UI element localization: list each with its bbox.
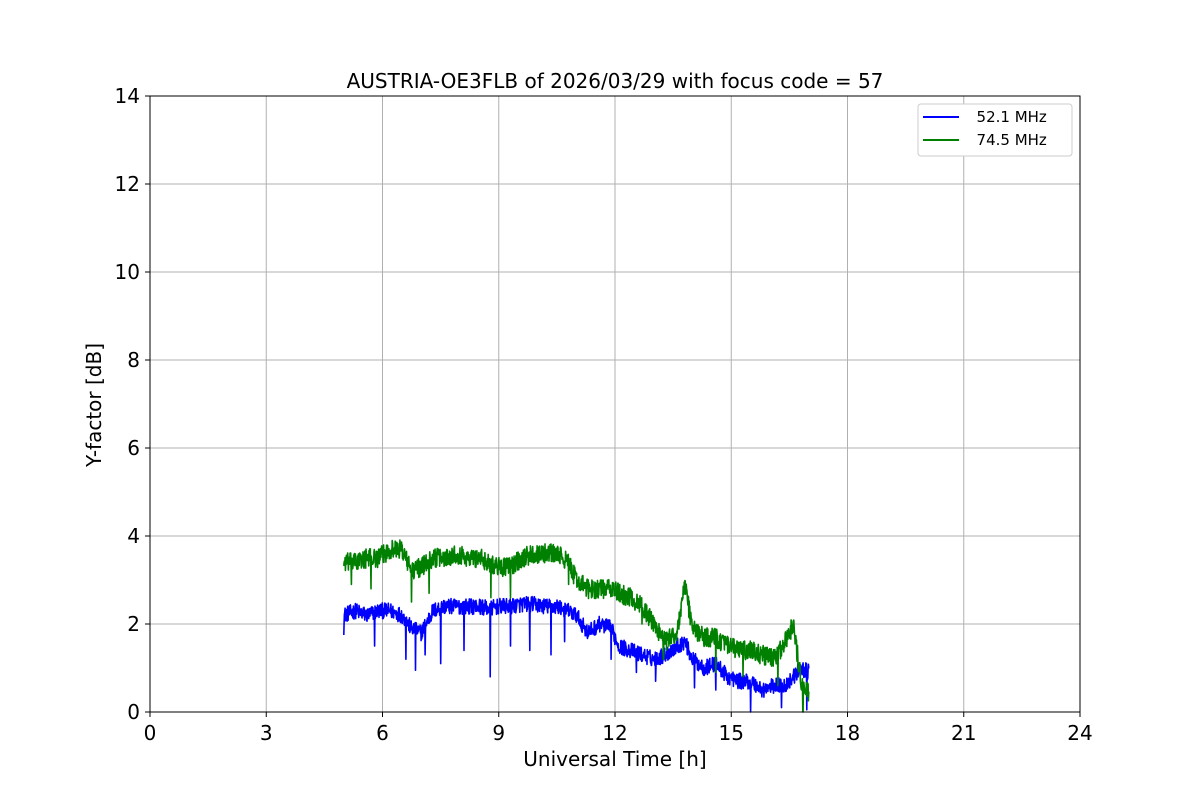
y-tick-label: 6 (127, 436, 140, 460)
x-tick-label: 3 (260, 721, 273, 745)
x-tick-label: 0 (144, 721, 157, 745)
y-tick-label: 10 (115, 260, 140, 284)
x-tick-label: 18 (835, 721, 860, 745)
y-tick-label: 0 (127, 700, 140, 724)
x-tick-label: 24 (1067, 721, 1092, 745)
y-tick-label: 12 (115, 172, 140, 196)
x-axis-label: Universal Time [h] (523, 747, 706, 771)
chart-title: AUSTRIA-OE3FLB of 2026/03/29 with focus … (347, 69, 884, 93)
y-axis-label: Y-factor [dB] (82, 343, 106, 468)
legend-label-74mhz: 74.5 MHz (967, 131, 1047, 149)
series-line-74mhz (343, 539, 810, 713)
legend-label-52mhz: 52.1 MHz (967, 108, 1047, 126)
x-tick-label: 21 (951, 721, 976, 745)
x-tick-label: 15 (719, 721, 744, 745)
x-tick-label: 12 (602, 721, 627, 745)
y-tick-label: 4 (127, 524, 140, 548)
y-tick-label: 14 (115, 84, 140, 108)
x-tick-label: 6 (376, 721, 389, 745)
y-tick-label: 2 (127, 612, 140, 636)
x-tick-label: 9 (492, 721, 505, 745)
series-line-52mhz (343, 595, 810, 713)
y-tick-label: 8 (127, 348, 140, 372)
legend: 52.1 MHz 74.5 MHz (917, 103, 1073, 157)
series-layer (343, 539, 810, 713)
